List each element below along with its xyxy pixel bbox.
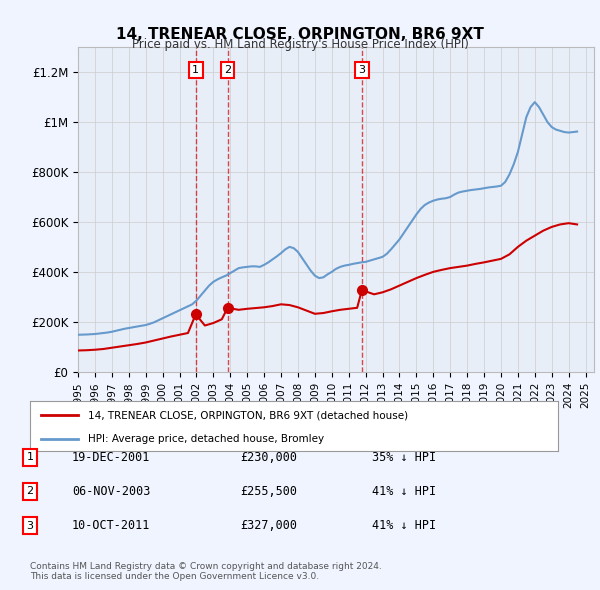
- Text: 19-DEC-2001: 19-DEC-2001: [72, 451, 151, 464]
- Text: 06-NOV-2003: 06-NOV-2003: [72, 485, 151, 498]
- Text: 2: 2: [26, 487, 34, 496]
- Text: 3: 3: [358, 65, 365, 75]
- Text: 14, TRENEAR CLOSE, ORPINGTON, BR6 9XT (detached house): 14, TRENEAR CLOSE, ORPINGTON, BR6 9XT (d…: [88, 410, 408, 420]
- Text: £327,000: £327,000: [240, 519, 297, 532]
- Text: £255,500: £255,500: [240, 485, 297, 498]
- Text: 41% ↓ HPI: 41% ↓ HPI: [372, 519, 436, 532]
- Text: £230,000: £230,000: [240, 451, 297, 464]
- Text: Contains HM Land Registry data © Crown copyright and database right 2024.
This d: Contains HM Land Registry data © Crown c…: [30, 562, 382, 581]
- Text: 3: 3: [26, 521, 34, 530]
- Text: 10-OCT-2011: 10-OCT-2011: [72, 519, 151, 532]
- Text: 35% ↓ HPI: 35% ↓ HPI: [372, 451, 436, 464]
- Text: 14, TRENEAR CLOSE, ORPINGTON, BR6 9XT: 14, TRENEAR CLOSE, ORPINGTON, BR6 9XT: [116, 27, 484, 41]
- Text: Price paid vs. HM Land Registry's House Price Index (HPI): Price paid vs. HM Land Registry's House …: [131, 38, 469, 51]
- Text: 2: 2: [224, 65, 231, 75]
- Text: 1: 1: [192, 65, 199, 75]
- Text: HPI: Average price, detached house, Bromley: HPI: Average price, detached house, Brom…: [88, 434, 324, 444]
- Text: 41% ↓ HPI: 41% ↓ HPI: [372, 485, 436, 498]
- Text: 1: 1: [26, 453, 34, 462]
